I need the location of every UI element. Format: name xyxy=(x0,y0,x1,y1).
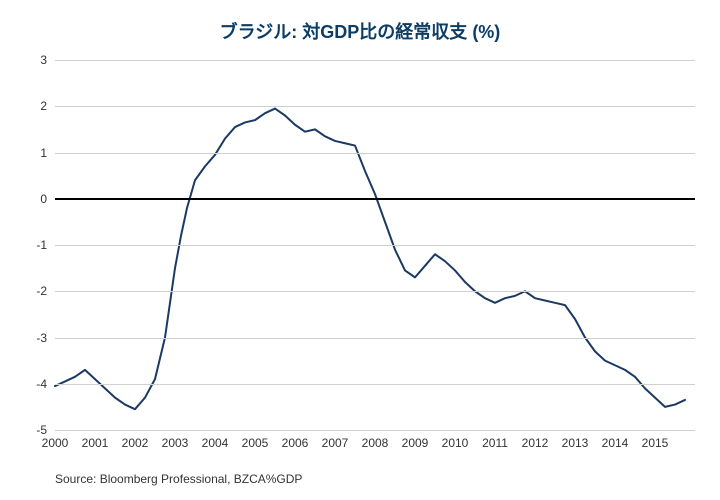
x-tick-label: 2001 xyxy=(82,436,109,450)
y-gridline xyxy=(55,153,695,154)
x-tick-label: 2005 xyxy=(242,436,269,450)
x-tick-label: 2006 xyxy=(282,436,309,450)
y-gridline xyxy=(55,245,695,246)
x-tick-label: 2010 xyxy=(442,436,469,450)
y-tick-label: -5 xyxy=(36,423,47,437)
x-tick-label: 2012 xyxy=(522,436,549,450)
y-gridline xyxy=(55,430,695,431)
y-tick-label: 2 xyxy=(40,99,47,113)
x-tick-label: 2014 xyxy=(602,436,629,450)
y-gridline xyxy=(55,60,695,61)
y-gridline xyxy=(55,106,695,107)
x-tick-label: 2003 xyxy=(162,436,189,450)
chart-title: ブラジル: 対GDP比の経常収支 (%) xyxy=(0,18,720,44)
y-tick-label: 0 xyxy=(40,192,47,206)
y-tick-label: 1 xyxy=(40,146,47,160)
x-tick-label: 2013 xyxy=(562,436,589,450)
y-tick-label: 3 xyxy=(40,53,47,67)
x-tick-label: 2000 xyxy=(42,436,69,450)
y-tick-label: -3 xyxy=(36,331,47,345)
y-tick-label: -2 xyxy=(36,284,47,298)
y-gridline xyxy=(55,338,695,339)
x-tick-label: 2009 xyxy=(402,436,429,450)
chart-container: ブラジル: 対GDP比の経常収支 (%) -5-4-3-2-1012320002… xyxy=(0,0,720,500)
x-tick-label: 2008 xyxy=(362,436,389,450)
y-gridline xyxy=(55,291,695,292)
x-tick-label: 2002 xyxy=(122,436,149,450)
data-line xyxy=(55,109,685,410)
plot-area: -5-4-3-2-1012320002001200220032004200520… xyxy=(55,60,695,430)
x-tick-label: 2015 xyxy=(642,436,669,450)
y-tick-label: -1 xyxy=(36,238,47,252)
chart-source: Source: Bloomberg Professional, BZCA%GDP xyxy=(55,472,302,486)
x-tick-label: 2004 xyxy=(202,436,229,450)
zero-line xyxy=(55,198,695,200)
x-tick-label: 2011 xyxy=(482,436,508,450)
x-tick-label: 2007 xyxy=(322,436,349,450)
y-tick-label: -4 xyxy=(36,377,47,391)
y-gridline xyxy=(55,384,695,385)
